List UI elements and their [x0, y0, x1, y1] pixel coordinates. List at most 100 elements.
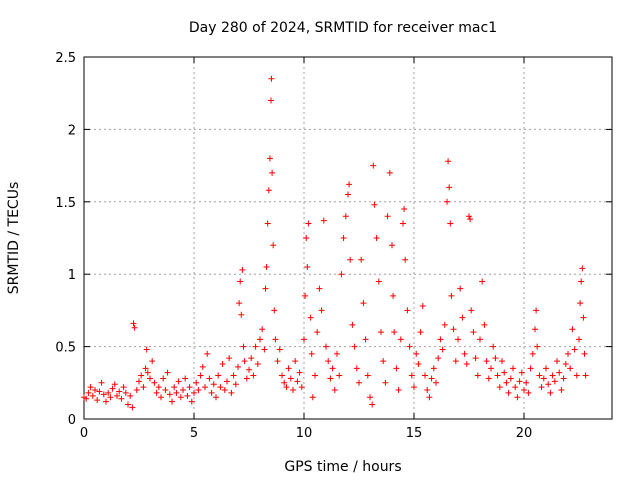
data-point: [87, 384, 94, 391]
data-point: [301, 336, 307, 343]
data-point: [549, 372, 556, 379]
data-point: [197, 372, 204, 379]
data-point: [162, 387, 169, 394]
data-point: [463, 360, 470, 367]
data-point: [514, 394, 521, 401]
data-point: [521, 387, 527, 394]
y-axis-label: SRMTID / TECUs: [6, 182, 22, 295]
data-point: [331, 387, 338, 394]
data-point: [213, 394, 219, 401]
data-point: [235, 363, 241, 370]
data-point: [323, 343, 329, 350]
data-point: [439, 346, 446, 353]
data-point: [428, 375, 435, 382]
data-point: [577, 300, 584, 307]
data-point: [419, 303, 426, 310]
data-point: [353, 365, 360, 372]
data-point: [576, 336, 582, 343]
data-point: [96, 388, 103, 395]
data-point: [417, 329, 424, 336]
data-point: [158, 394, 164, 401]
data-point: [571, 346, 578, 353]
x-axis-label: GPS time / hours: [284, 459, 401, 475]
data-point: [340, 235, 347, 241]
x-tick-label: 5: [190, 426, 198, 441]
data-point: [268, 97, 274, 104]
data-point: [308, 350, 315, 357]
data-point: [217, 384, 224, 391]
data-point: [240, 343, 247, 350]
data-point: [120, 384, 127, 391]
data-point: [303, 235, 310, 241]
data-point: [569, 326, 576, 333]
data-point: [116, 388, 123, 395]
data-point: [257, 336, 263, 343]
data-point: [554, 358, 560, 365]
data-point: [378, 329, 384, 336]
data-point: [380, 358, 387, 365]
data-point: [118, 395, 125, 402]
data-point: [103, 398, 109, 405]
data-point: [184, 392, 191, 399]
data-point: [336, 372, 343, 379]
data-point: [283, 384, 290, 391]
data-point: [290, 387, 296, 394]
data-point: [525, 389, 532, 396]
data-point: [444, 198, 450, 205]
data-point: [309, 394, 316, 401]
data-point: [435, 355, 442, 362]
data-point: [503, 379, 510, 386]
data-point: [567, 365, 574, 372]
data-point: [370, 162, 377, 169]
data-point: [276, 346, 283, 353]
data-point: [430, 365, 437, 372]
data-point: [292, 358, 299, 365]
data-point: [391, 329, 398, 336]
data-point: [296, 369, 303, 376]
data-point: [215, 372, 222, 379]
y-tick-label: 2: [68, 123, 76, 138]
data-point: [479, 278, 486, 285]
data-point: [265, 187, 272, 194]
data-point: [111, 381, 118, 388]
data-point: [445, 158, 452, 165]
data-point: [210, 381, 217, 388]
data-point: [85, 389, 92, 396]
data-point: [579, 265, 586, 272]
data-point: [494, 372, 501, 379]
data-point: [246, 366, 252, 373]
data-point: [540, 375, 547, 382]
data-point: [105, 389, 112, 396]
data-point: [536, 372, 543, 379]
data-point: [206, 375, 213, 382]
data-point: [164, 369, 171, 376]
data-point: [499, 358, 505, 365]
data-point: [507, 375, 514, 382]
data-point: [408, 372, 415, 379]
data-point: [426, 394, 433, 401]
data-point: [327, 375, 334, 382]
data-point: [241, 358, 248, 365]
data-point: [264, 220, 271, 227]
data-point: [492, 355, 499, 362]
data-point: [345, 191, 351, 198]
data-point: [318, 307, 325, 314]
data-point: [395, 387, 402, 394]
data-point: [459, 314, 466, 321]
data-point: [130, 320, 137, 327]
data-point: [131, 324, 138, 331]
data-point: [274, 358, 281, 365]
data-point: [98, 379, 105, 386]
data-point: [238, 311, 245, 318]
data-point: [261, 346, 268, 353]
data-point: [386, 169, 393, 176]
data-point: [382, 379, 389, 386]
data-point: [173, 389, 180, 396]
data-point: [543, 365, 549, 372]
data-point: [551, 378, 558, 385]
data-point: [94, 397, 101, 404]
data-point: [237, 278, 244, 285]
data-point: [191, 389, 197, 396]
data-point: [281, 379, 288, 386]
data-point: [140, 384, 147, 391]
